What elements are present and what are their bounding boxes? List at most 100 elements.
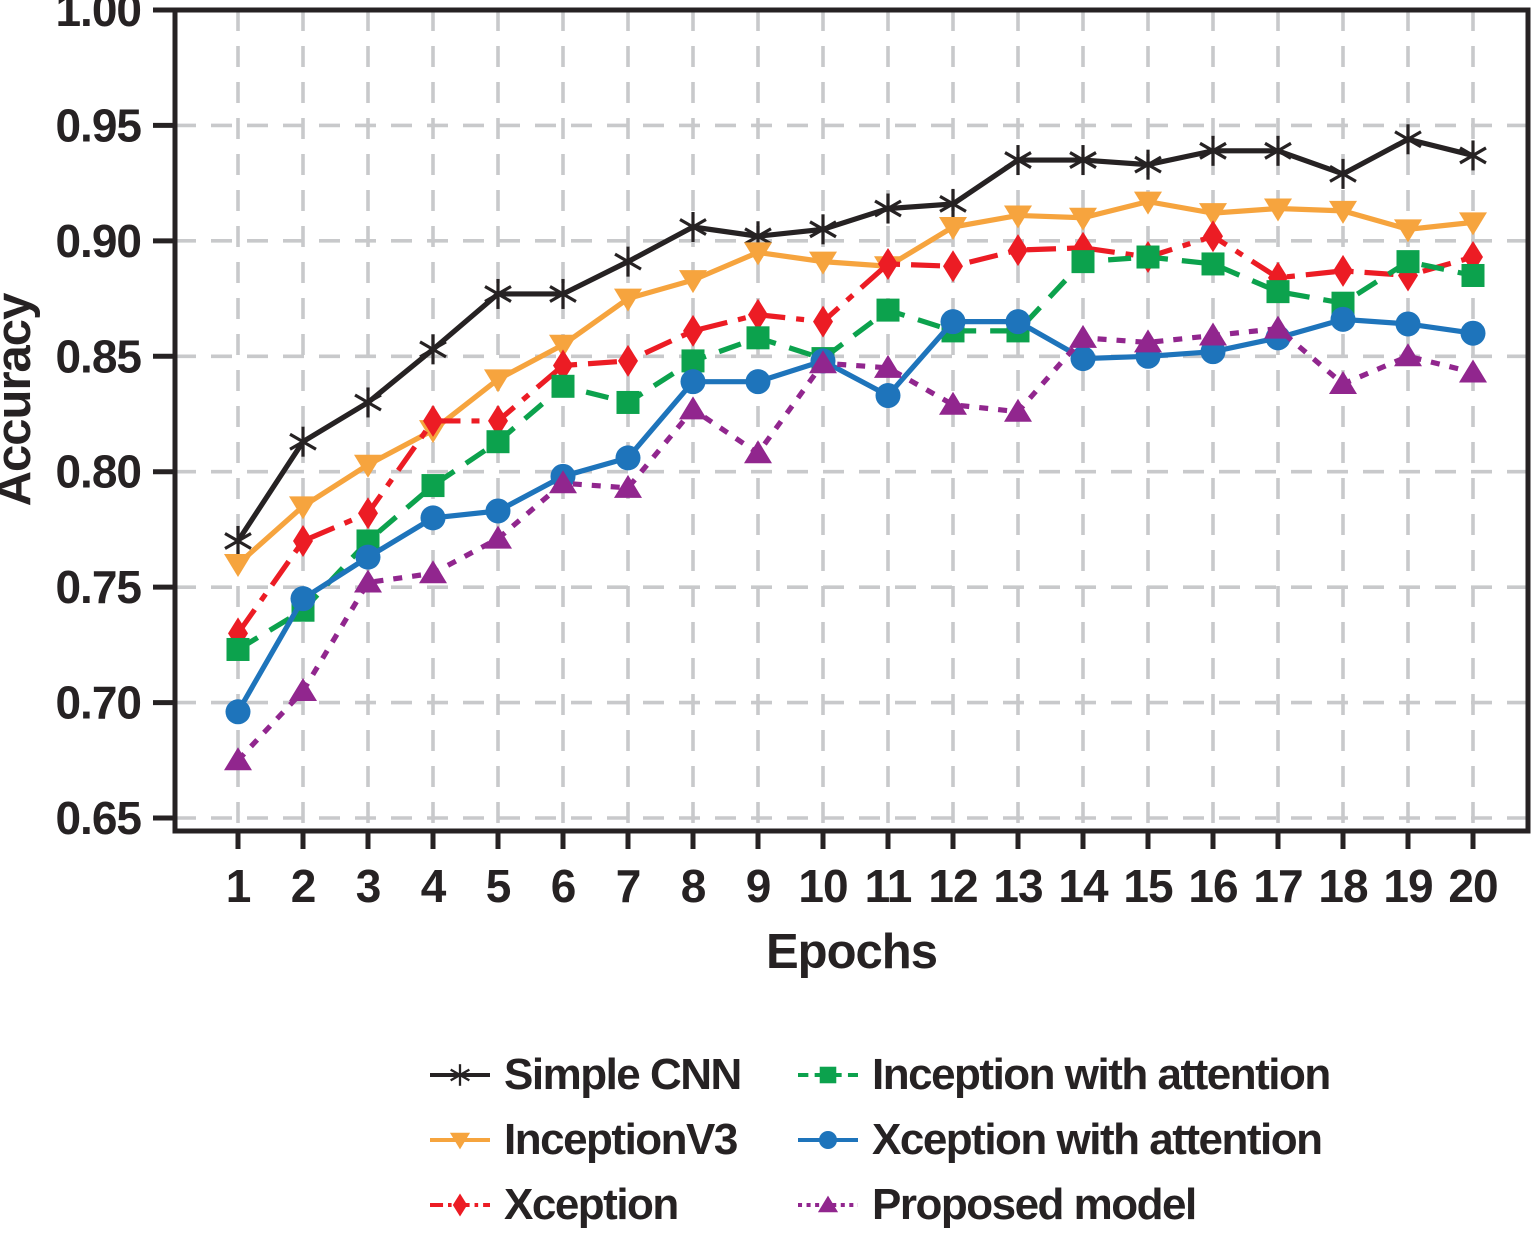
marker-triangle-down [484,369,512,393]
marker-triangle-up [549,470,577,494]
asterisk-spoke [1134,155,1162,174]
asterisk-spoke [484,285,512,303]
x-axis-title: Epochs [766,925,937,979]
marker-asterisk [1459,140,1487,171]
marker-triangle-up [354,569,382,593]
marker-asterisk [1264,135,1292,166]
asterisk-spoke [1069,151,1097,169]
marker-asterisk [1069,145,1097,176]
plot-border [172,7,1531,834]
x-tick-label: 16 [1188,860,1237,912]
x-tick-label: 2 [291,860,316,912]
x-tick-label: 14 [1058,860,1109,912]
x-tick-label: 18 [1318,860,1368,912]
asterisk-spoke [809,220,837,239]
series-proposed-model [224,315,1487,771]
marker-diamond [358,497,378,530]
marker-triangle-down [354,454,382,478]
asterisk-spoke [224,532,252,550]
legend-item-xception: Xception [428,1180,796,1230]
marker-triangle-up [289,678,317,702]
marker-asterisk [289,426,317,457]
y-tick-label: 0.95 [55,99,141,151]
marker-triangle-up [817,1195,839,1212]
marker-square [421,474,445,498]
y-axis-title: Accuracy [0,293,41,506]
marker-square [746,326,770,350]
y-tick-label: 0.70 [55,677,141,729]
marker-asterisk [419,334,447,365]
marker-circle [485,498,511,524]
marker-triangle-up [939,391,967,415]
marker-triangle-up [744,440,772,464]
marker-circle [355,544,381,570]
marker-triangle-up [1394,343,1422,367]
marker-triangle-down [1329,200,1357,224]
y-tick-label: 0.75 [55,561,141,613]
marker-circle [680,369,706,395]
x-tick-label: 7 [616,860,641,912]
marker-diamond [293,524,313,557]
x-tick-label: 1 [226,860,251,912]
legend-marker-xception-with-attention [798,1130,858,1149]
legend-label: Proposed model [872,1179,1197,1229]
marker-asterisk [679,212,707,243]
marker-diamond [452,1192,468,1217]
series-simple-cnn [224,124,1487,556]
marker-square [1201,252,1225,276]
marker-diamond [683,314,703,347]
marker-triangle-down [1264,198,1292,222]
legend-label: Simple CNN [504,1049,742,1099]
marker-circle [290,586,316,612]
marker-square [819,1066,837,1083]
marker-asterisk [614,246,642,277]
marker-circle [420,505,446,531]
legend-label: InceptionV3 [504,1114,738,1164]
x-tick-label: 6 [551,860,576,912]
series-line-proposed-model [236,325,1474,763]
x-tick-label: 12 [928,860,977,912]
x-tick-label: 15 [1123,860,1173,912]
marker-triangle-up [419,560,447,584]
marker-circle [745,369,771,395]
series-line-inceptionv3 [236,198,1474,567]
legend-label: Xception with attention [872,1114,1323,1164]
asterisk-spoke [1459,146,1487,165]
marker-triangle-up [874,354,902,378]
asterisk-spoke [874,199,902,218]
asterisk-spoke [1199,141,1227,160]
x-tick-label: 11 [865,860,912,912]
marker-square [1461,263,1485,287]
x-tick-label: 4 [421,860,447,912]
marker-diamond [1203,220,1223,253]
x-tick-label: 8 [681,860,706,912]
legend-item-simple-cnn: Simple CNN [428,1050,796,1100]
asterisk-spoke [549,285,577,303]
asterisk-spoke [419,340,447,359]
legend-item-inception-with-attention: Inception with attention [796,1050,1331,1100]
y-tick-label: 0.80 [55,446,141,498]
marker-asterisk [354,387,382,418]
marker-circle [940,309,966,335]
series-xception [228,220,1483,650]
x-tick-label: 17 [1253,860,1302,912]
marker-circle [1330,306,1356,332]
y-tick-label: 0.65 [55,792,141,844]
marker-diamond [943,250,963,283]
series-line-xception [235,233,1474,635]
legend: Simple CNN InceptionV3 Xception Inception w… [428,1042,1331,1233]
marker-asterisk [809,214,837,245]
asterisk-spoke [744,227,772,246]
marker-asterisk [1199,135,1227,166]
marker-square [551,374,575,398]
marker-diamond [1008,234,1028,267]
marker-circle [1070,346,1096,372]
marker-square [876,298,900,322]
x-tick-label: 9 [746,860,771,912]
legend-marker-proposed-model [798,1195,858,1212]
marker-square [616,390,640,414]
x-tick-label: 20 [1448,860,1497,912]
marker-asterisk [1329,158,1357,189]
gridlines [175,10,1528,831]
marker-triangle-down [1459,212,1487,236]
